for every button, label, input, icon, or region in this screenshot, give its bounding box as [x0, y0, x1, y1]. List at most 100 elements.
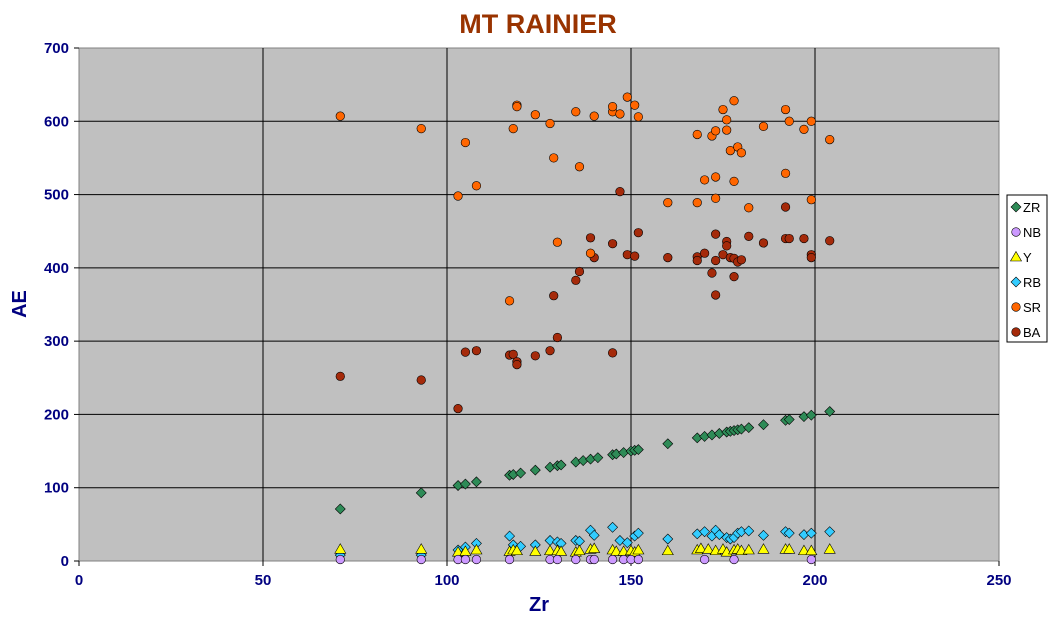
point-zr: [415, 487, 427, 499]
point-sr: [806, 195, 816, 205]
point-ba: [744, 231, 754, 241]
point-sr: [806, 116, 816, 126]
y-tick-label: 600: [44, 113, 69, 130]
point-sr: [729, 176, 739, 186]
point-ba: [722, 241, 732, 251]
point-ba: [663, 252, 673, 263]
point-sr: [692, 198, 702, 208]
x-tick-label: 0: [75, 572, 83, 589]
point-nb: [729, 554, 739, 565]
point-ba: [607, 348, 618, 358]
point-y: [470, 543, 483, 555]
series-sr: [335, 92, 835, 306]
point-zr: [515, 467, 527, 479]
point-ba: [552, 332, 563, 343]
point-rb: [805, 527, 817, 539]
point-ba: [799, 233, 809, 244]
point-sr: [729, 96, 739, 106]
point-sr: [633, 112, 643, 122]
point-ba: [736, 255, 747, 265]
point-y: [805, 544, 818, 556]
point-nb: [607, 554, 618, 565]
point-y: [702, 543, 715, 554]
point-sr: [589, 111, 599, 121]
legend-label: BA: [1023, 325, 1041, 340]
point-y: [510, 544, 523, 556]
point-y: [544, 544, 557, 556]
legend-item-ba: BA: [1011, 325, 1041, 340]
point-y: [415, 543, 428, 554]
legend-label: RB: [1023, 275, 1041, 290]
point-sr: [699, 175, 710, 185]
point-ba: [416, 375, 426, 385]
point-ba: [471, 346, 482, 356]
point-sr: [453, 191, 463, 201]
point-y: [529, 545, 542, 556]
point-nb: [460, 554, 471, 565]
point-nb: [471, 554, 482, 565]
legend-marker-ba: [1011, 327, 1021, 337]
point-nb: [504, 554, 515, 565]
point-ba: [335, 371, 345, 381]
point-ba: [711, 255, 721, 266]
point-zr: [662, 438, 674, 450]
point-rb: [824, 526, 836, 538]
legend-marker-rb: [1010, 276, 1022, 288]
point-ba: [711, 229, 721, 239]
point-ba: [758, 238, 769, 248]
point-sr: [471, 181, 482, 191]
point-nb: [806, 554, 816, 565]
legend-marker-y: [1009, 250, 1023, 262]
point-sr: [335, 111, 345, 121]
point-zr: [805, 409, 817, 421]
point-y: [573, 544, 586, 556]
point-ba: [699, 248, 710, 258]
point-ba: [453, 403, 463, 414]
point-sr: [585, 248, 596, 258]
point-zr: [471, 476, 482, 488]
point-zr: [555, 459, 567, 471]
point-zr: [824, 406, 836, 417]
point-ba: [729, 272, 739, 282]
point-ba: [630, 251, 640, 261]
point-rb: [758, 529, 769, 541]
point-y: [694, 542, 707, 553]
x-axis-ticks: 0 50 100 150 200 250: [75, 561, 1012, 589]
point-ba: [549, 291, 559, 301]
point-sr: [615, 109, 625, 119]
series-ba: [335, 187, 835, 414]
point-ba: [460, 347, 471, 357]
point-ba: [607, 239, 618, 249]
point-rb: [783, 527, 795, 539]
point-rb: [662, 533, 674, 545]
legend-label: NB: [1023, 225, 1041, 240]
x-tick-label: 250: [986, 572, 1011, 589]
x-tick-label: 150: [618, 572, 643, 589]
point-ba: [784, 233, 794, 244]
y-tick-label: 200: [44, 406, 69, 423]
point-nb: [335, 554, 345, 565]
point-sr: [504, 296, 515, 306]
point-sr: [711, 193, 721, 203]
gridlines: [79, 48, 999, 561]
point-sr: [736, 148, 747, 158]
y-tick-label: 0: [61, 553, 69, 570]
point-ba: [545, 346, 555, 356]
point-sr: [630, 100, 640, 110]
y-tick-label: 700: [44, 40, 69, 57]
point-ba: [571, 275, 581, 285]
series-nb: [335, 554, 816, 565]
legend-item-y: Y: [1009, 250, 1032, 265]
legend-marker-sr: [1011, 302, 1021, 312]
point-ba: [512, 359, 522, 370]
series-zr: [334, 406, 836, 515]
point-zr: [632, 444, 644, 456]
point-y: [632, 543, 645, 555]
point-rb: [621, 537, 633, 549]
point-y: [797, 544, 810, 556]
x-tick-label: 50: [255, 572, 272, 589]
series-y: [334, 542, 836, 557]
point-y: [610, 545, 623, 556]
point-y: [783, 543, 796, 554]
